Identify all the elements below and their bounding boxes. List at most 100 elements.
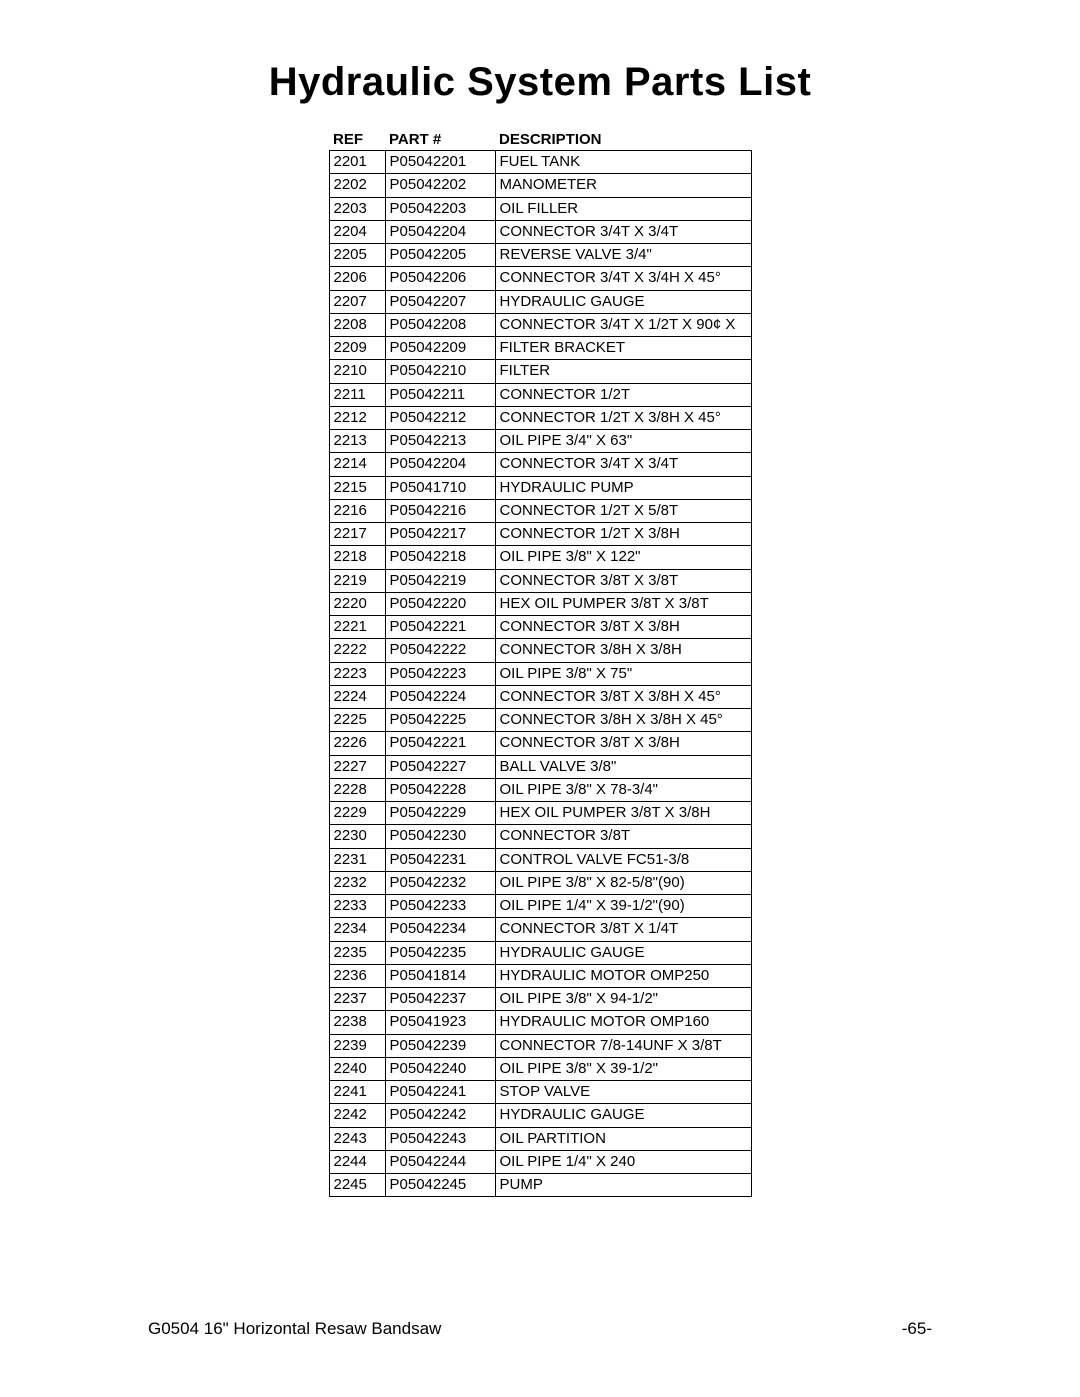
parts-table: REF PART # DESCRIPTION 2201P05042201FUEL… xyxy=(329,129,752,1197)
table-cell: OIL PIPE 3/8" X 94-1/2" xyxy=(495,988,751,1011)
table-row: 2216P05042216CONNECTOR 1/2T X 5/8T xyxy=(329,499,751,522)
table-cell: P05042230 xyxy=(385,825,495,848)
table-cell: HYDRAULIC MOTOR OMP160 xyxy=(495,1011,751,1034)
table-cell: P05042244 xyxy=(385,1150,495,1173)
table-cell: 2234 xyxy=(329,918,385,941)
table-cell: 2224 xyxy=(329,685,385,708)
table-cell: 2211 xyxy=(329,383,385,406)
table-cell: CONNECTOR 3/8T X 3/8H X 45° xyxy=(495,685,751,708)
table-cell: P05042224 xyxy=(385,685,495,708)
table-cell: HYDRAULIC MOTOR OMP250 xyxy=(495,964,751,987)
table-cell: 2231 xyxy=(329,848,385,871)
table-cell: OIL PIPE 3/8" X 122" xyxy=(495,546,751,569)
table-cell: 2225 xyxy=(329,709,385,732)
table-cell: FUEL TANK xyxy=(495,151,751,174)
col-header-part: PART # xyxy=(385,129,495,151)
table-row: 2214P05042204CONNECTOR 3/4T X 3/4T xyxy=(329,453,751,476)
table-cell: P05042232 xyxy=(385,871,495,894)
table-cell: P05042235 xyxy=(385,941,495,964)
table-row: 2241P05042241STOP VALVE xyxy=(329,1081,751,1104)
table-cell: CONNECTOR 3/8T X 3/8H xyxy=(495,732,751,755)
table-cell: CONNECTOR 1/2T X 3/8H xyxy=(495,523,751,546)
table-cell: OIL PIPE 3/8" X 82-5/8"(90) xyxy=(495,871,751,894)
table-row: 2201P05042201FUEL TANK xyxy=(329,151,751,174)
table-row: 2230P05042230CONNECTOR 3/8T xyxy=(329,825,751,848)
table-cell: HYDRAULIC PUMP xyxy=(495,476,751,499)
footer-right: -65- xyxy=(902,1319,932,1339)
table-row: 2232P05042232OIL PIPE 3/8" X 82-5/8"(90) xyxy=(329,871,751,894)
table-cell: P05042242 xyxy=(385,1104,495,1127)
table-cell: P05042212 xyxy=(385,406,495,429)
table-cell: CONNECTOR 1/2T X 3/8H X 45° xyxy=(495,406,751,429)
table-row: 2220P05042220HEX OIL PUMPER 3/8T X 3/8T xyxy=(329,592,751,615)
table-cell: P05042237 xyxy=(385,988,495,1011)
table-cell: CONNECTOR 3/4T X 3/4T xyxy=(495,220,751,243)
table-cell: FILTER BRACKET xyxy=(495,337,751,360)
table-cell: CONNECTOR 3/8T X 1/4T xyxy=(495,918,751,941)
table-cell: 2236 xyxy=(329,964,385,987)
table-cell: 2237 xyxy=(329,988,385,1011)
table-row: 2225P05042225CONNECTOR 3/8H X 3/8H X 45° xyxy=(329,709,751,732)
table-cell: P05042228 xyxy=(385,778,495,801)
table-cell: P05042229 xyxy=(385,802,495,825)
table-cell: CONNECTOR 3/4T X 3/4H X 45° xyxy=(495,267,751,290)
table-cell: 2221 xyxy=(329,616,385,639)
table-cell: 2208 xyxy=(329,313,385,336)
table-cell: OIL PARTITION xyxy=(495,1127,751,1150)
table-cell: P05042221 xyxy=(385,732,495,755)
table-cell: P05041814 xyxy=(385,964,495,987)
table-cell: MANOMETER xyxy=(495,174,751,197)
col-header-desc: DESCRIPTION xyxy=(495,129,751,151)
table-cell: P05042221 xyxy=(385,616,495,639)
table-cell: CONNECTOR 3/8H X 3/8H xyxy=(495,639,751,662)
table-cell: HYDRAULIC GAUGE xyxy=(495,941,751,964)
table-cell: P05042234 xyxy=(385,918,495,941)
table-cell: 2228 xyxy=(329,778,385,801)
table-cell: 2220 xyxy=(329,592,385,615)
table-cell: 2209 xyxy=(329,337,385,360)
table-cell: 2242 xyxy=(329,1104,385,1127)
table-cell: OIL PIPE 3/8" X 75" xyxy=(495,662,751,685)
table-cell: P05042231 xyxy=(385,848,495,871)
table-cell: P05042217 xyxy=(385,523,495,546)
table-cell: OIL PIPE 1/4" X 39-1/2"(90) xyxy=(495,895,751,918)
table-wrap: REF PART # DESCRIPTION 2201P05042201FUEL… xyxy=(148,129,932,1197)
table-row: 2222P05042222CONNECTOR 3/8H X 3/8H xyxy=(329,639,751,662)
table-cell: 2244 xyxy=(329,1150,385,1173)
table-cell: P05042245 xyxy=(385,1174,495,1197)
table-cell: P05041710 xyxy=(385,476,495,499)
table-cell: P05042201 xyxy=(385,151,495,174)
table-cell: 2210 xyxy=(329,360,385,383)
table-cell: 2240 xyxy=(329,1057,385,1080)
table-cell: 2215 xyxy=(329,476,385,499)
table-cell: 2233 xyxy=(329,895,385,918)
table-row: 2218P05042218OIL PIPE 3/8" X 122" xyxy=(329,546,751,569)
table-cell: P05042241 xyxy=(385,1081,495,1104)
table-cell: OIL PIPE 3/8" X 39-1/2" xyxy=(495,1057,751,1080)
table-cell: 2213 xyxy=(329,430,385,453)
table-row: 2204P05042204CONNECTOR 3/4T X 3/4T xyxy=(329,220,751,243)
table-cell: 2239 xyxy=(329,1034,385,1057)
table-cell: STOP VALVE xyxy=(495,1081,751,1104)
table-cell: P05042203 xyxy=(385,197,495,220)
table-cell: P05042204 xyxy=(385,453,495,476)
table-cell: HEX OIL PUMPER 3/8T X 3/8H xyxy=(495,802,751,825)
table-header-row: REF PART # DESCRIPTION xyxy=(329,129,751,151)
table-row: 2234P05042234CONNECTOR 3/8T X 1/4T xyxy=(329,918,751,941)
table-cell: 2227 xyxy=(329,755,385,778)
table-cell: CONNECTOR 3/4T X 1/2T X 90¢ X xyxy=(495,313,751,336)
table-cell: 2201 xyxy=(329,151,385,174)
table-row: 2228P05042228OIL PIPE 3/8" X 78-3/4" xyxy=(329,778,751,801)
table-cell: P05042204 xyxy=(385,220,495,243)
table-cell: CONNECTOR 1/2T xyxy=(495,383,751,406)
table-cell: P05042220 xyxy=(385,592,495,615)
table-cell: 2214 xyxy=(329,453,385,476)
table-cell: P05042213 xyxy=(385,430,495,453)
table-cell: 2212 xyxy=(329,406,385,429)
table-cell: OIL PIPE 3/8" X 78-3/4" xyxy=(495,778,751,801)
table-cell: 2217 xyxy=(329,523,385,546)
table-cell: 2222 xyxy=(329,639,385,662)
table-cell: P05042243 xyxy=(385,1127,495,1150)
footer-left: G0504 16" Horizontal Resaw Bandsaw xyxy=(148,1319,441,1339)
table-cell: 2205 xyxy=(329,244,385,267)
